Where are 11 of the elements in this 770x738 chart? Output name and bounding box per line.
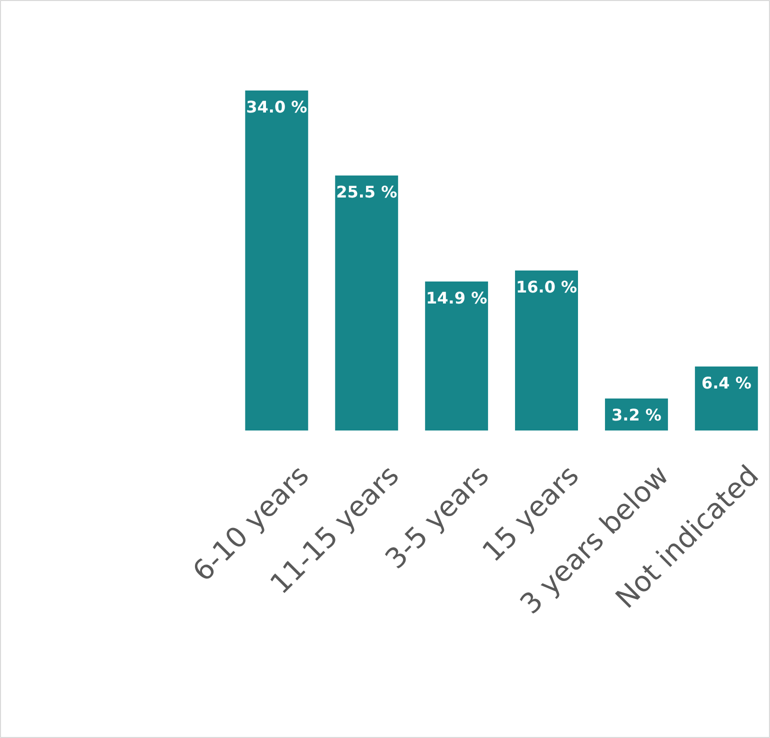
bar	[335, 176, 398, 430]
bar	[515, 270, 578, 430]
data-label: 34.0 %	[246, 98, 308, 116]
data-label: 25.5 %	[336, 182, 398, 202]
data-label: 3.2 %	[611, 406, 662, 424]
data-label: 14.9 %	[426, 288, 488, 308]
bar	[425, 282, 488, 430]
bar	[245, 90, 308, 430]
data-label: 16.0 %	[516, 278, 578, 296]
data-label: 6.4 %	[701, 374, 752, 392]
bar	[694, 366, 758, 430]
